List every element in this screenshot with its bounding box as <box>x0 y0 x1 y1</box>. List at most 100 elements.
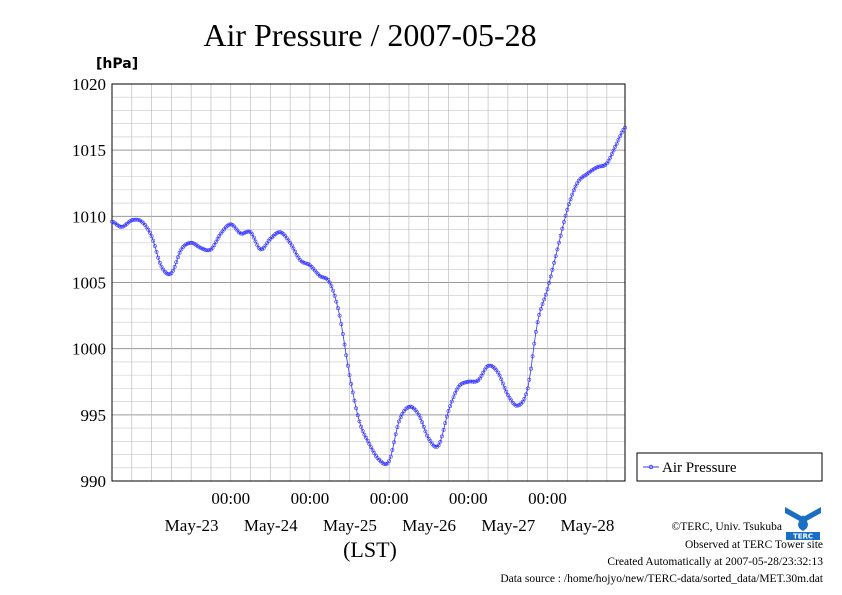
legend-entry-air-pressure: Air Pressure <box>662 460 737 476</box>
data-point <box>423 429 428 434</box>
data-point <box>304 261 309 266</box>
data-point <box>609 152 614 157</box>
x-tick-time-label: 00:00 <box>211 489 250 508</box>
data-point <box>500 381 505 386</box>
data-point <box>291 246 296 251</box>
data-point <box>545 287 550 292</box>
data-point <box>537 312 542 317</box>
data-point <box>524 392 528 397</box>
data-point <box>453 391 458 396</box>
data-point <box>572 188 576 193</box>
data-point <box>611 148 616 153</box>
data-point <box>535 320 540 325</box>
data-point <box>246 229 251 234</box>
data-point <box>289 243 294 248</box>
copyright-text: ©TERC, Univ. Tsukuba <box>671 521 782 533</box>
y-tick-label: 1020 <box>72 75 106 94</box>
data-point <box>547 280 552 285</box>
terc-logo: TERC <box>783 503 823 541</box>
x-tick-date-label: May-25 <box>323 516 377 535</box>
data-point <box>552 260 557 265</box>
data-point <box>543 292 548 297</box>
data-point <box>472 379 477 384</box>
data-point <box>550 267 555 272</box>
data-point <box>398 415 403 420</box>
data-point <box>395 425 400 430</box>
data-point <box>370 448 375 453</box>
data-point <box>177 250 182 255</box>
legend: Air Pressure <box>636 452 823 482</box>
data-point <box>240 231 245 236</box>
data-point <box>327 280 332 285</box>
plot-frame <box>111 83 626 482</box>
data-point <box>527 377 532 382</box>
data-point <box>487 363 492 368</box>
data-point <box>250 232 255 237</box>
data-point <box>446 408 451 413</box>
y-tick-label: 1015 <box>72 141 106 160</box>
data-point <box>340 332 345 336</box>
data-point <box>426 436 431 441</box>
data-point <box>616 137 621 142</box>
data-point <box>205 248 210 253</box>
data-point <box>387 459 392 464</box>
x-tick-date-label: May-27 <box>481 516 535 535</box>
y-tick-label: 995 <box>81 406 107 425</box>
data-point <box>555 247 560 252</box>
data-point <box>345 363 350 368</box>
terc-logo-text: TERC <box>793 533 813 541</box>
data-point <box>532 341 537 346</box>
data-point <box>433 444 438 449</box>
data-point <box>355 413 360 418</box>
data-point <box>613 144 618 149</box>
x-axis-ticks: 00:00 00:00 00:00 00:00 00:00 May-23 May-24 May… <box>165 489 615 535</box>
data-point <box>507 395 512 400</box>
data-point <box>619 130 624 135</box>
data-point <box>441 428 446 432</box>
data-point <box>425 433 430 438</box>
data-point <box>542 297 547 302</box>
y-axis-unit: [hPa] <box>96 56 138 72</box>
data-point <box>393 432 398 437</box>
data-point <box>154 249 159 254</box>
data-point <box>336 306 340 311</box>
x-tick-time-label: 00:00 <box>291 489 330 508</box>
data-point <box>166 272 171 277</box>
data-point <box>359 424 364 429</box>
data-point <box>172 264 177 269</box>
data-point <box>120 224 124 229</box>
data-point <box>481 370 486 375</box>
data-point <box>562 220 566 224</box>
terc-logo-drop-icon <box>798 515 808 531</box>
data-point <box>243 230 248 235</box>
data-point <box>213 240 218 245</box>
data-point <box>344 353 349 358</box>
data-point <box>360 429 365 433</box>
data-point <box>159 264 164 269</box>
data-point <box>331 288 335 293</box>
data-point <box>436 443 441 448</box>
data-point <box>362 432 367 437</box>
data-point <box>567 202 571 207</box>
data-point <box>421 424 426 429</box>
data-point <box>217 234 222 238</box>
data-point <box>337 313 342 318</box>
data-point <box>444 414 449 419</box>
created-timestamp-text: Created Automatically at 2007-05-28/23:3… <box>607 556 823 568</box>
data-point <box>174 260 179 265</box>
data-point <box>573 184 578 189</box>
data-point <box>525 386 530 391</box>
data-point <box>352 398 357 403</box>
data-point <box>157 260 162 265</box>
y-tick-label: 1010 <box>72 207 106 226</box>
data-point <box>451 395 456 400</box>
data-point <box>147 230 152 235</box>
data-point <box>251 235 256 240</box>
data-point <box>329 284 334 289</box>
data-point <box>548 274 553 279</box>
data-point <box>418 416 423 421</box>
data-point <box>505 393 510 397</box>
x-axis-label: (LST) <box>343 537 397 562</box>
data-point <box>499 377 504 382</box>
data-point <box>369 445 373 450</box>
